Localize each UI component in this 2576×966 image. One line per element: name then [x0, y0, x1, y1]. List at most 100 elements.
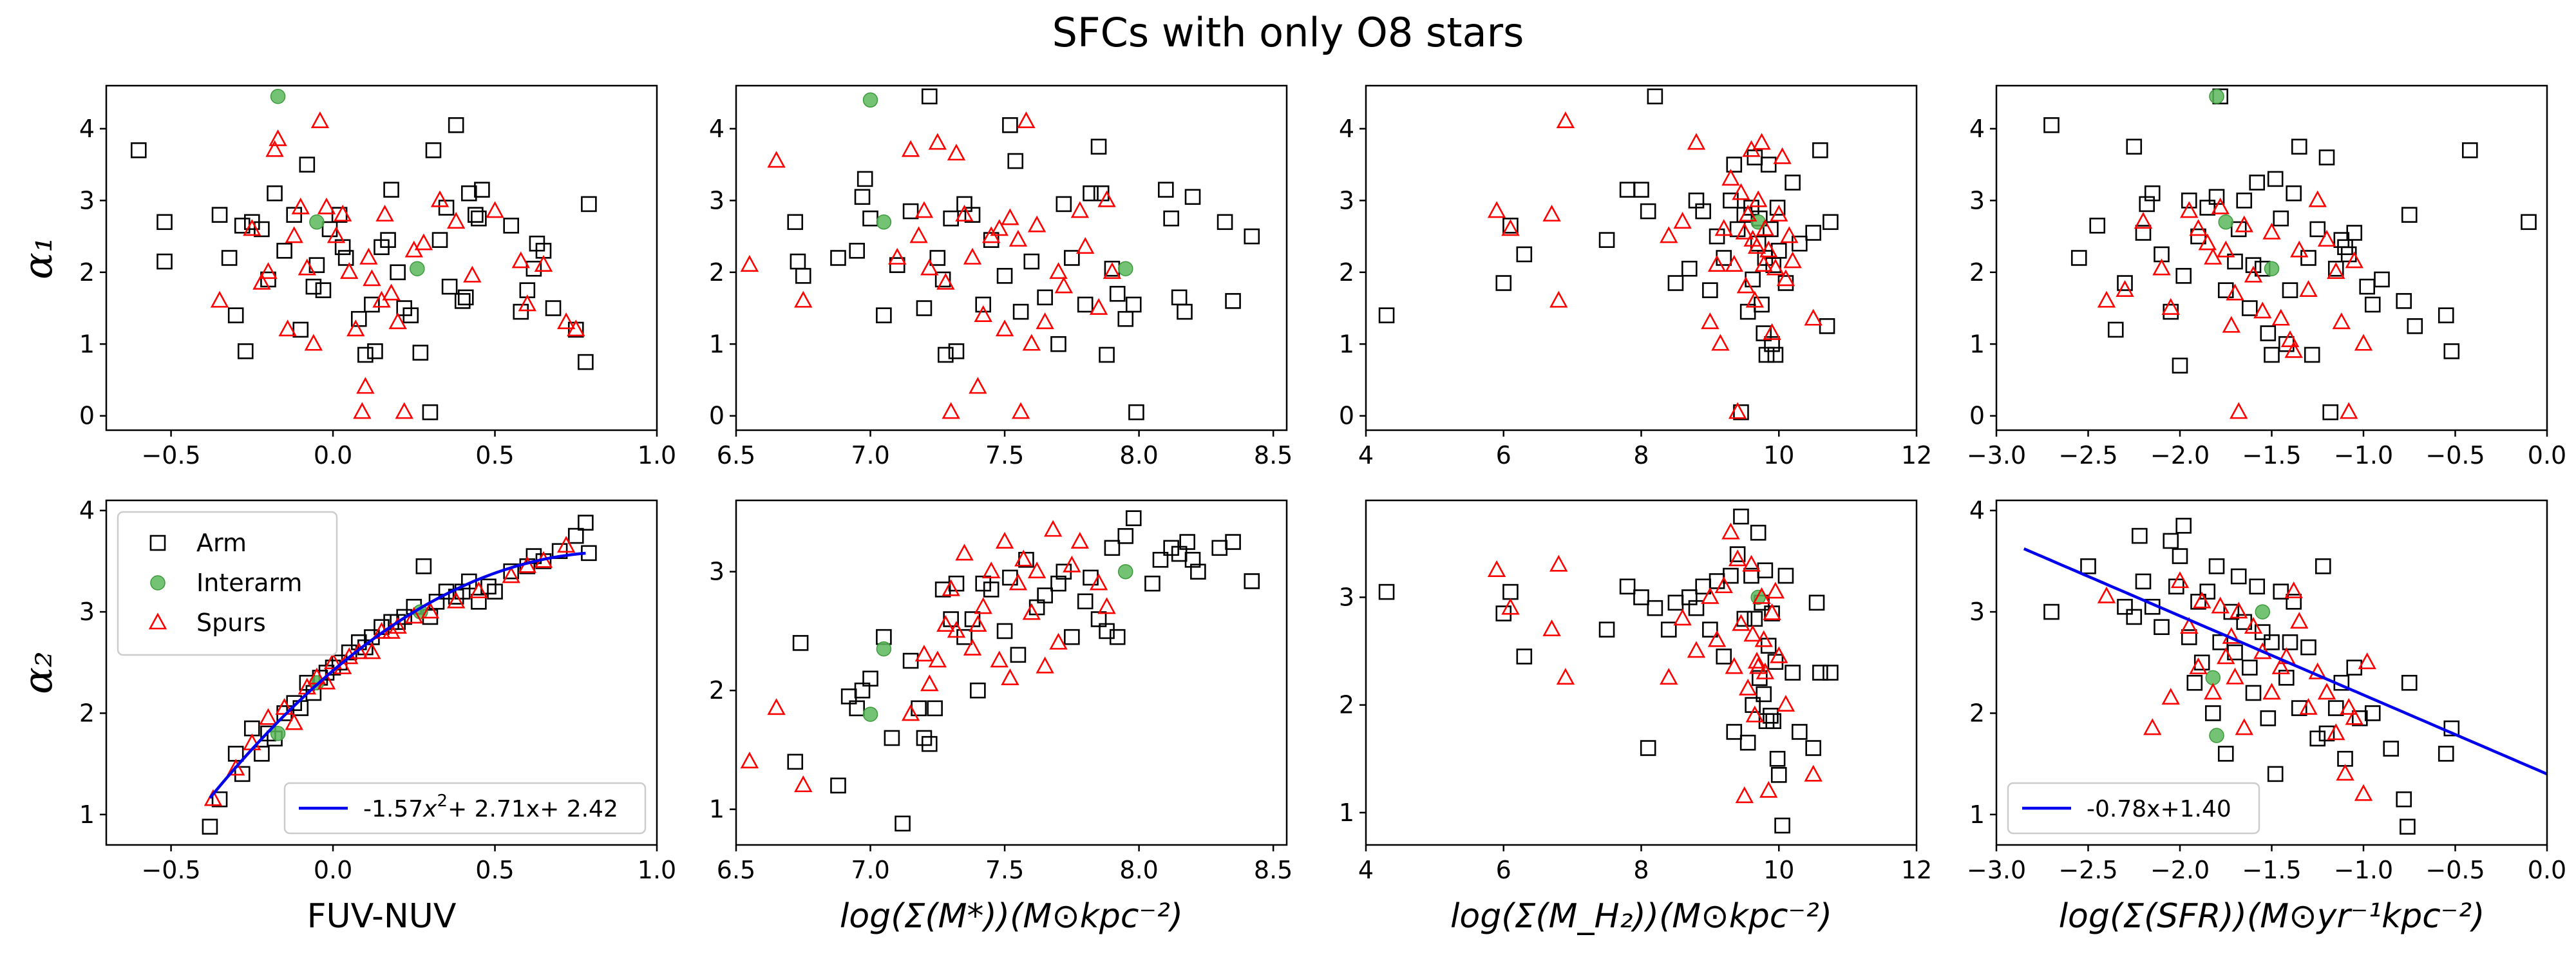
arm-point	[2521, 214, 2537, 231]
spurs-point	[1027, 561, 1046, 578]
fit-eq-coef: -1.57	[363, 796, 423, 822]
arm-point	[1640, 740, 1656, 756]
arm-point	[1064, 629, 1080, 645]
spurs-point	[2317, 683, 2336, 700]
arm-point	[2190, 228, 2206, 245]
x-tick-label: 10	[1763, 441, 1794, 469]
points-layer	[202, 515, 597, 835]
arm-point	[438, 200, 455, 216]
interarm-point	[2218, 214, 2233, 230]
arm-point	[1171, 289, 1188, 306]
arm-point	[1688, 600, 1705, 616]
interarm-point	[2264, 261, 2280, 276]
y-tick-label: 4	[79, 497, 95, 525]
fit-legend-box	[2007, 782, 2260, 835]
spurs-point	[1011, 402, 1030, 419]
arm-point	[254, 746, 270, 762]
arm-point	[2374, 271, 2390, 288]
arm-point	[1083, 185, 1099, 202]
x-tick-label: 7.5	[985, 441, 1024, 469]
arm-point	[412, 345, 429, 361]
arm-point	[425, 142, 442, 158]
y-tick-label: 1	[79, 330, 95, 358]
spurs-point	[914, 201, 934, 218]
arm-point	[202, 819, 218, 835]
y-tick-label: 4	[709, 115, 724, 143]
arm-point	[2401, 674, 2418, 691]
arm-point	[2359, 278, 2375, 295]
spurs-point	[1043, 520, 1063, 537]
arm-point	[1716, 649, 1732, 665]
spurs-point	[1738, 204, 1757, 222]
arm-point	[2135, 573, 2152, 590]
interarm-point	[270, 726, 286, 741]
arm-point	[1792, 235, 1808, 252]
y-tick-label: 3	[79, 186, 95, 214]
arm-point	[2043, 603, 2060, 620]
arm-point	[2249, 175, 2265, 191]
arm-point	[2139, 196, 2155, 213]
x-tick-label: 0.0	[2528, 856, 2566, 884]
arm-point	[2117, 598, 2133, 615]
y-tick-label: 4	[1969, 497, 1985, 525]
arm-point	[790, 253, 806, 270]
x-tick-label: 7.5	[985, 856, 1024, 884]
arm-point	[1812, 665, 1828, 681]
arm-point	[286, 207, 303, 223]
x-tick-label: 12	[1901, 856, 1932, 884]
spurs-point	[1735, 786, 1754, 804]
x-tick-label: 7.0	[851, 441, 889, 469]
arm-point	[1640, 203, 1656, 220]
arm-point	[2107, 321, 2124, 338]
spurs-point	[914, 645, 934, 662]
arm-point	[1037, 587, 1053, 603]
interarm-point	[876, 641, 892, 657]
spurs-point	[1076, 237, 1095, 254]
spurs-point	[2244, 616, 2263, 634]
arm-point	[2309, 221, 2326, 238]
arm-point	[1152, 551, 1169, 568]
arm-point	[2438, 746, 2454, 762]
spurs-point	[1738, 678, 1757, 696]
interarm-point	[2205, 670, 2221, 686]
spurs-point	[1501, 219, 1520, 236]
arm-point	[830, 250, 846, 266]
arm-point	[916, 300, 933, 316]
fit-eq-rest: + 2.71x+ 2.42	[448, 796, 618, 822]
x-tick-label: −0.5	[141, 441, 200, 469]
arm-point	[1745, 271, 1761, 288]
spurs-point	[1736, 276, 1756, 294]
spurs-point	[1752, 587, 1771, 604]
spurs-point	[2271, 308, 2290, 326]
arm-point	[237, 343, 254, 359]
spurs-point	[936, 614, 955, 632]
spurs-point	[1660, 226, 1678, 243]
spurs-point	[2204, 247, 2222, 265]
spurs-point	[1725, 657, 1743, 674]
arm-point	[2318, 725, 2335, 742]
arm-point	[1756, 686, 1772, 703]
arm-point	[2199, 583, 2216, 600]
arm-point	[2383, 741, 2400, 757]
y-tick-label: 3	[1969, 186, 1985, 214]
spurs-point	[1673, 609, 1692, 626]
arm-point	[1757, 562, 1774, 578]
y-tick-label: 0	[1969, 402, 1985, 430]
spurs-point	[2332, 312, 2351, 330]
x-tick-label: 8.5	[1254, 441, 1293, 469]
legend-label-spurs: Spurs	[196, 609, 266, 637]
interarm-point	[1118, 261, 1133, 276]
arm-point	[1177, 303, 1193, 320]
arm-point	[2396, 293, 2412, 309]
interarm-point	[862, 706, 878, 722]
spurs-point	[2180, 616, 2199, 634]
arm-point	[2175, 268, 2192, 284]
arm-point	[2309, 730, 2326, 747]
spurs-point	[148, 612, 167, 630]
arm-point	[390, 264, 406, 281]
arm-point	[1647, 88, 1663, 105]
arm-point	[1128, 404, 1144, 421]
spurs-point	[2327, 262, 2345, 279]
spurs-point	[511, 251, 530, 269]
arm-point	[1739, 734, 1756, 751]
